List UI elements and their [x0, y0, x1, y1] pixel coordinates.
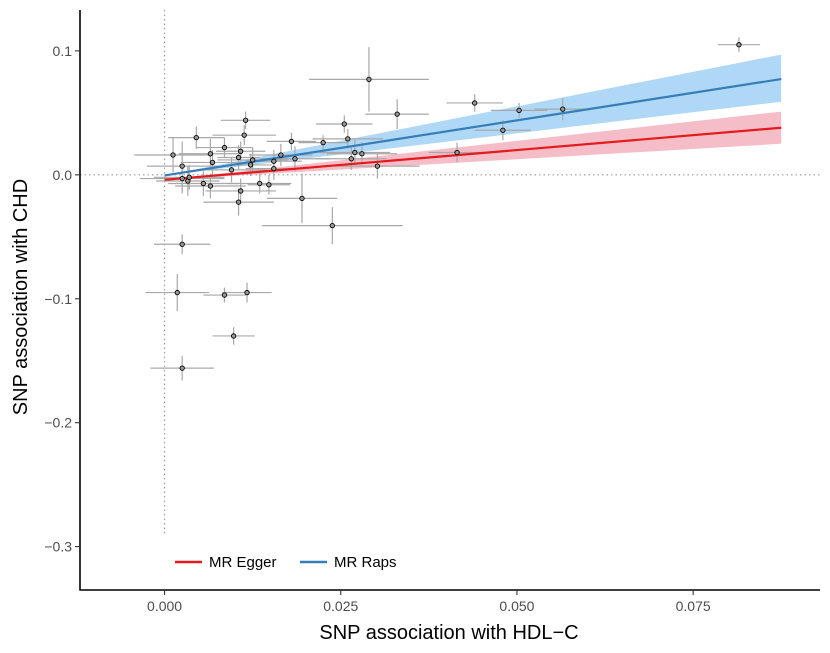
data-point: [394, 111, 400, 117]
data-point: [278, 152, 284, 158]
axis-ticks: 0.000 0.025 0.050 0.075 0.1 0.0 −0.1 −0.2 −0.3: [44, 43, 711, 614]
data-point: [348, 156, 354, 162]
data-point: [174, 289, 180, 296]
data-point: [266, 182, 272, 188]
data-point: [292, 156, 298, 162]
data-point: [271, 165, 277, 172]
y-tick-label: 0.0: [53, 167, 73, 183]
x-tick-label: 0.050: [499, 598, 534, 614]
data-point: [221, 144, 228, 151]
data-point: [560, 106, 566, 112]
fit-line-mr-raps: [164, 77, 782, 177]
data-point: [241, 132, 247, 138]
data-point: [271, 158, 277, 164]
axes: [79, 10, 820, 591]
data-point: [472, 100, 478, 106]
reference-lines: [80, 10, 820, 535]
data-points: [170, 42, 742, 371]
legend-label: MR Egger: [209, 554, 277, 571]
data-point: [359, 151, 365, 157]
y-tick-label: 0.1: [53, 43, 73, 59]
data-point: [200, 180, 206, 187]
data-point: [238, 148, 244, 154]
data-point: [235, 154, 242, 161]
x-axis-title: SNP association with HDL−C: [319, 622, 578, 644]
x-tick-label: 0.075: [676, 598, 711, 614]
data-point: [244, 289, 250, 296]
data-point: [352, 149, 358, 156]
y-tick-label: −0.3: [44, 539, 72, 555]
ci-band-mr-egger: [164, 111, 782, 180]
data-point: [179, 175, 185, 182]
data-point: [500, 127, 506, 133]
data-point: [221, 292, 228, 298]
data-point: [374, 163, 381, 169]
data-point: [247, 162, 254, 168]
legend-label: MR Raps: [334, 554, 397, 571]
legend: MR Egger MR Raps: [175, 554, 397, 571]
data-point: [320, 139, 326, 146]
data-point: [736, 42, 742, 48]
data-point: [230, 333, 237, 339]
data-point: [366, 76, 372, 83]
data-point: [235, 199, 242, 205]
data-point: [454, 149, 460, 156]
data-point: [193, 134, 199, 141]
x-tick-label: 0.025: [323, 598, 358, 614]
data-point: [257, 180, 263, 187]
data-point: [209, 159, 216, 166]
fit-line-mr-egger: [164, 126, 782, 181]
data-point: [250, 157, 256, 163]
ci-band-mr-raps: [164, 54, 782, 176]
x-tick-label: 0.000: [147, 598, 182, 614]
data-point: [238, 188, 244, 194]
data-point: [179, 163, 185, 169]
data-point: [288, 138, 295, 145]
data-point: [207, 183, 214, 189]
data-point: [170, 152, 176, 158]
data-point: [186, 174, 192, 180]
data-point: [228, 167, 235, 173]
data-point: [341, 121, 347, 127]
y-tick-label: −0.2: [44, 415, 72, 431]
data-point: [207, 151, 214, 157]
data-point: [516, 107, 522, 114]
data-point: [179, 241, 185, 247]
fit-lines: [164, 77, 782, 181]
data-point: [242, 117, 249, 123]
confidence-bands: [164, 54, 782, 180]
data-point: [299, 195, 305, 202]
data-point: [179, 365, 185, 371]
y-axis-title: SNP association with CHD: [10, 179, 32, 415]
data-point: [329, 222, 335, 229]
data-point: [345, 136, 351, 142]
y-tick-label: −0.1: [44, 291, 72, 307]
